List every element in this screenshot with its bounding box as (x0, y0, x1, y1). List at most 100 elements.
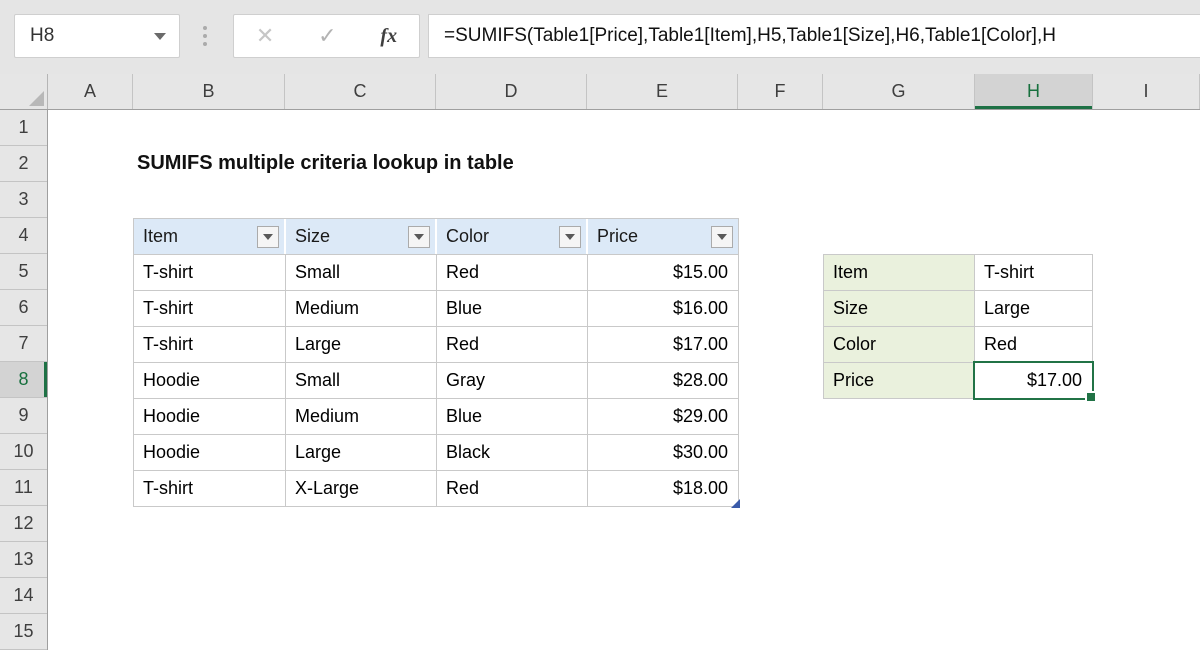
formula-toolbar: H8 ✕ ✓ fx =SUMIFS(Table1[Price],Table1[I… (0, 0, 1200, 74)
column-header-c[interactable]: C (285, 74, 436, 109)
table-header-color[interactable]: Color (437, 219, 588, 254)
row-header-5[interactable]: 5 (0, 254, 47, 290)
table-row: T-shirt X-Large Red $18.00 (134, 471, 738, 506)
table-header-label: Price (597, 226, 639, 246)
column-header-g[interactable]: G (823, 74, 975, 109)
lookup-value[interactable]: T-shirt (975, 255, 1092, 290)
sheet-title: SUMIFS multiple criteria lookup in table (137, 152, 514, 174)
table-cell[interactable]: Small (286, 255, 437, 290)
filter-dropdown-icon[interactable] (711, 225, 733, 248)
filter-dropdown-icon[interactable] (408, 225, 430, 248)
name-box-dropdown-icon[interactable] (154, 32, 166, 40)
table-header-price[interactable]: Price (588, 219, 738, 254)
table-row: Hoodie Medium Blue $29.00 (134, 399, 738, 435)
lookup-label-color[interactable]: Color (824, 327, 975, 362)
row-headers: 1 2 3 4 5 6 7 8 9 10 11 12 13 14 15 (0, 110, 48, 650)
table-cell[interactable]: Blue (437, 399, 588, 434)
table-cell[interactable]: $17.00 (588, 327, 738, 362)
table-cell[interactable]: $15.00 (588, 255, 738, 290)
table-cell[interactable]: X-Large (286, 471, 437, 506)
table-cell[interactable]: Blue (437, 291, 588, 326)
table-cell[interactable]: T-shirt (134, 291, 286, 326)
data-table: Item Size Color Price T-shirt Small Red $15.00 T… (133, 218, 740, 508)
formula-bar[interactable]: =SUMIFS(Table1[Price],Table1[Item],H5,Ta… (428, 14, 1200, 58)
select-all-corner[interactable] (0, 74, 48, 109)
lookup-label-price[interactable]: Price (824, 363, 975, 398)
table-cell[interactable]: Medium (286, 291, 437, 326)
name-box-value: H8 (30, 25, 55, 46)
table-cell[interactable]: Red (437, 471, 588, 506)
column-header-e[interactable]: E (587, 74, 738, 109)
name-box[interactable]: H8 (14, 14, 180, 58)
table-cell[interactable]: T-shirt (134, 327, 286, 362)
table-cell[interactable]: Large (286, 327, 437, 362)
table-cell[interactable]: Hoodie (134, 399, 286, 434)
table-row: Hoodie Large Black $30.00 (134, 435, 738, 471)
table-cell[interactable]: Large (286, 435, 437, 470)
table-cell[interactable]: $29.00 (588, 399, 738, 434)
insert-function-icon[interactable]: fx (380, 24, 398, 47)
formula-buttons: ✕ ✓ fx (233, 14, 420, 58)
column-header-f[interactable]: F (738, 74, 823, 109)
table-row: T-shirt Small Red $15.00 (134, 255, 738, 291)
cancel-icon[interactable]: ✕ (255, 23, 275, 48)
filter-arrow-icon (565, 233, 575, 240)
row-header-9[interactable]: 9 (0, 398, 47, 434)
row-header-1[interactable]: 1 (0, 110, 47, 146)
filter-dropdown-icon[interactable] (257, 225, 279, 248)
lookup-row: Item T-shirt (824, 255, 1092, 291)
table-cell[interactable]: Black (437, 435, 588, 470)
row-header-11[interactable]: 11 (0, 470, 47, 506)
table-cell[interactable]: T-shirt (134, 471, 286, 506)
row-header-13[interactable]: 13 (0, 542, 47, 578)
table-header-row: Item Size Color Price (134, 219, 738, 255)
row-header-6[interactable]: 6 (0, 290, 47, 326)
lookup-label-item[interactable]: Item (824, 255, 975, 290)
lookup-value[interactable]: Red (975, 327, 1092, 362)
lookup-label-size[interactable]: Size (824, 291, 975, 326)
table-row: T-shirt Medium Blue $16.00 (134, 291, 738, 327)
table-cell[interactable]: Hoodie (134, 435, 286, 470)
table-row: Hoodie Small Gray $28.00 (134, 363, 738, 399)
select-all-triangle-icon (29, 91, 44, 106)
row-header-7[interactable]: 7 (0, 326, 47, 362)
row-header-8[interactable]: 8 (0, 362, 47, 398)
row-header-15[interactable]: 15 (0, 614, 47, 650)
filter-dropdown-icon[interactable] (559, 225, 581, 248)
table-cell[interactable]: Small (286, 363, 437, 398)
table-cell[interactable]: $28.00 (588, 363, 738, 398)
lookup-value[interactable]: Large (975, 291, 1092, 326)
row-header-4[interactable]: 4 (0, 218, 47, 254)
table-cell[interactable]: $16.00 (588, 291, 738, 326)
row-header-14[interactable]: 14 (0, 578, 47, 614)
table-cell[interactable]: $30.00 (588, 435, 738, 470)
table-header-label: Size (295, 226, 331, 246)
table-cell[interactable]: Hoodie (134, 363, 286, 398)
table-cell[interactable]: Gray (437, 363, 588, 398)
column-header-a[interactable]: A (48, 74, 133, 109)
column-header-b[interactable]: B (133, 74, 285, 109)
filter-arrow-icon (414, 233, 424, 240)
formula-bar-drag-handle[interactable] (203, 14, 207, 58)
table-header-item[interactable]: Item (134, 219, 286, 254)
formula-text: =SUMIFS(Table1[Price],Table1[Item],H5,Ta… (444, 25, 1056, 46)
selected-cell-h8[interactable]: $17.00 (973, 361, 1097, 403)
row-header-12[interactable]: 12 (0, 506, 47, 542)
row-header-3[interactable]: 3 (0, 182, 47, 218)
table-resize-handle-icon[interactable] (731, 499, 740, 508)
table-cell[interactable]: Red (437, 255, 588, 290)
table-cell[interactable]: Red (437, 327, 588, 362)
table-cell[interactable]: $18.00 (588, 471, 738, 506)
table-cell[interactable]: T-shirt (134, 255, 286, 290)
filter-arrow-icon (717, 233, 727, 240)
enter-icon[interactable]: ✓ (318, 23, 337, 48)
table-header-label: Item (143, 226, 179, 246)
column-header-h[interactable]: H (975, 74, 1093, 109)
row-header-10[interactable]: 10 (0, 434, 47, 470)
row-header-2[interactable]: 2 (0, 146, 47, 182)
table-header-size[interactable]: Size (286, 219, 437, 254)
column-header-i[interactable]: I (1093, 74, 1200, 109)
column-header-d[interactable]: D (436, 74, 587, 109)
table-cell[interactable]: Medium (286, 399, 437, 434)
